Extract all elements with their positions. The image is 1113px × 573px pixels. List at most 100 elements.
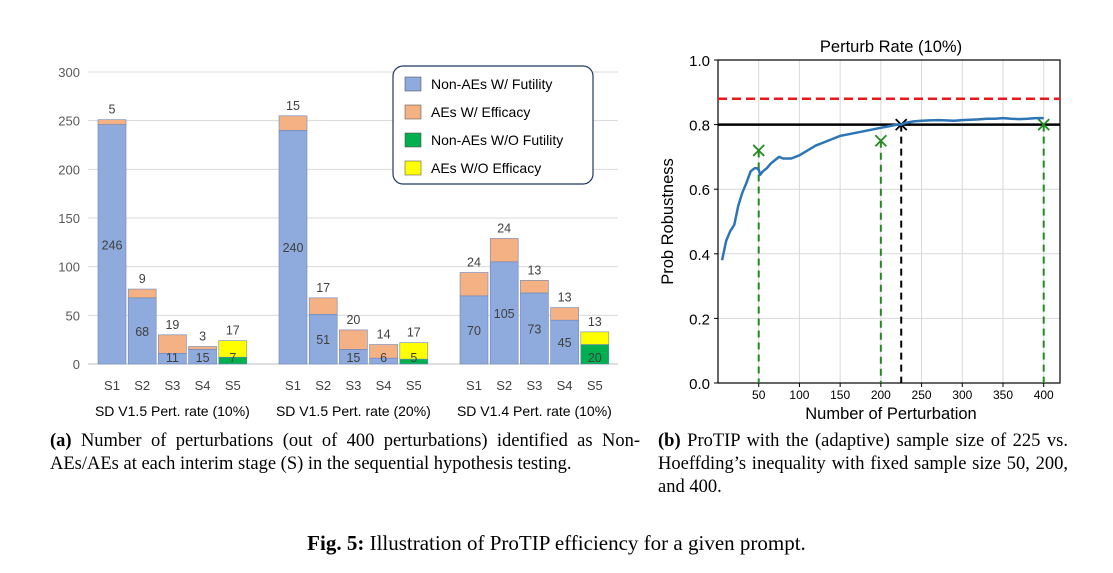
data-label: 20: [346, 313, 360, 327]
bar-segment-non-aes-futility: [489, 261, 519, 365]
x-tick-label: S2: [315, 378, 331, 393]
data-label: 3: [199, 329, 206, 343]
data-label: 19: [165, 318, 179, 332]
data-label: 13: [558, 291, 572, 305]
bar-segment-aes-wo-efficacy: [399, 342, 429, 360]
x-tick-label: S5: [406, 378, 422, 393]
x-tick-label: S4: [376, 378, 392, 393]
data-label: 15: [286, 99, 300, 113]
caption-b-text: ProTIP with the (adaptive) sample size o…: [658, 431, 1068, 497]
data-label: 70: [467, 324, 481, 338]
data-label: 17: [316, 281, 330, 295]
bar-segment-aes-wo-efficacy: [580, 331, 610, 345]
legend-label: AEs W/O Efficacy: [431, 160, 541, 176]
legend-label: Non-AEs W/O Futility: [431, 132, 563, 148]
legend-swatch: [404, 76, 422, 92]
caption-b: (b) ProTIP with the (adaptive) sample si…: [658, 430, 1068, 499]
figure-caption-label: Fig. 5:: [307, 531, 365, 555]
y-tick-label: 0.8: [689, 118, 710, 135]
y-tick-label: 150: [58, 211, 80, 226]
bar-segment-non-aes-futility: [97, 124, 127, 365]
bar-segment-aes-efficacy: [97, 119, 127, 125]
caption-b-label: (b): [658, 431, 681, 451]
y-tick-label: 0.4: [689, 247, 710, 264]
data-label: 20: [588, 351, 602, 365]
data-label: 6: [380, 351, 387, 365]
caption-a-text: Number of perturbations (out of 400 pert…: [50, 431, 640, 474]
y-tick-label: 0.0: [689, 376, 710, 393]
bar-segment-aes-efficacy: [369, 344, 398, 359]
bar-segment-non-aes-futility: [308, 314, 338, 365]
data-label: 24: [497, 221, 511, 235]
x-tick-label: 300: [952, 388, 972, 402]
group-label: SD V1.5 Pert. rate (20%): [276, 403, 431, 419]
bar-segment-aes-efficacy: [188, 346, 217, 350]
legend-swatch: [404, 132, 422, 148]
x-tick-label: S2: [134, 378, 150, 393]
bar-segment-aes-efficacy: [489, 238, 519, 263]
y-tick-label: 0.6: [689, 182, 710, 199]
x-tick-label: S3: [526, 378, 542, 393]
y-tick-label: 300: [58, 65, 80, 80]
figure-caption: Fig. 5: Illustration of ProTIP efficienc…: [0, 532, 1113, 555]
stacked-bar-chart: 0501001502002503002465S1689S21119S3153S4…: [58, 65, 618, 419]
bar-segment-aes-efficacy: [158, 334, 187, 354]
data-label: 13: [527, 263, 541, 277]
caption-a-label: (a): [50, 431, 72, 451]
y-tick-label: 50: [66, 308, 80, 323]
x-tick-label: 350: [993, 388, 1013, 402]
data-label: 14: [377, 328, 391, 342]
x-tick-label: S3: [164, 378, 180, 393]
legend-label: AEs W/ Efficacy: [431, 104, 530, 120]
bar-segment-aes-efficacy: [308, 297, 338, 315]
y-tick-label: 1.0: [689, 53, 710, 70]
bar-segment-aes-efficacy: [278, 115, 308, 131]
x-tick-label: 400: [1034, 388, 1054, 402]
caption-a: (a) Number of perturbations (out of 400 …: [50, 430, 640, 476]
x-axis-label: Number of Perturbation: [805, 405, 977, 423]
data-label: 105: [494, 307, 515, 321]
line-chart: 50 100 150 200 250 300 350 400 0.0 0.2 0.4 0.6 0.8 1.…: [659, 38, 1061, 423]
bar-segment-aes-efficacy: [339, 329, 368, 350]
bar-segment-non-aes-futility: [550, 319, 579, 365]
data-label: 5: [410, 351, 417, 365]
bar-segment-non-aes-futility: [278, 130, 308, 365]
x-tick-label: 100: [789, 388, 809, 402]
data-label: 7: [229, 351, 236, 365]
plot-frame: [717, 59, 1061, 384]
data-label: 51: [316, 333, 330, 347]
legend: Non-AEs W/ Futility AEs W/ Efficacy Non-AE…: [392, 65, 594, 185]
x-tick-label: S1: [104, 378, 120, 393]
x-tick-label: 150: [830, 388, 850, 402]
figure-caption-text: Illustration of ProTIP efficiency for a …: [364, 531, 806, 555]
data-label: 68: [135, 325, 149, 339]
data-label: 17: [407, 326, 421, 340]
group-label: SD V1.4 Pert. rate (10%): [457, 403, 612, 419]
bar-segment-aes-efficacy: [520, 279, 549, 294]
x-tick-label: 250: [912, 388, 932, 402]
x-tick-label: S4: [195, 378, 211, 393]
y-tick-label: 200: [58, 162, 80, 177]
x-tick-label: S1: [466, 378, 482, 393]
data-label: 5: [109, 103, 116, 117]
x-marker: [874, 134, 887, 147]
bar-segment-aes-wo-efficacy: [218, 340, 248, 358]
bar-segment-aes-efficacy: [127, 288, 157, 299]
data-label: 73: [527, 322, 541, 336]
data-label: 24: [467, 256, 481, 270]
x-tick-label: S3: [345, 378, 361, 393]
data-label: 45: [558, 336, 572, 350]
x-tick-label: S5: [587, 378, 603, 393]
data-label: 11: [166, 351, 179, 365]
y-tick-label: 0: [73, 357, 80, 372]
bar-segment-non-aes-futility: [127, 297, 157, 365]
y-tick-label: 100: [58, 260, 80, 275]
legend-box: [392, 65, 594, 185]
data-label: 240: [283, 241, 304, 255]
group-label: SD V1.5 Pert. rate (10%): [95, 403, 250, 419]
data-label: 13: [588, 315, 602, 329]
x-marker: [752, 144, 765, 157]
y-tick-label: 0.2: [689, 311, 710, 328]
x-tick-label: S5: [225, 378, 241, 393]
bar-segment-aes-efficacy: [550, 307, 579, 321]
